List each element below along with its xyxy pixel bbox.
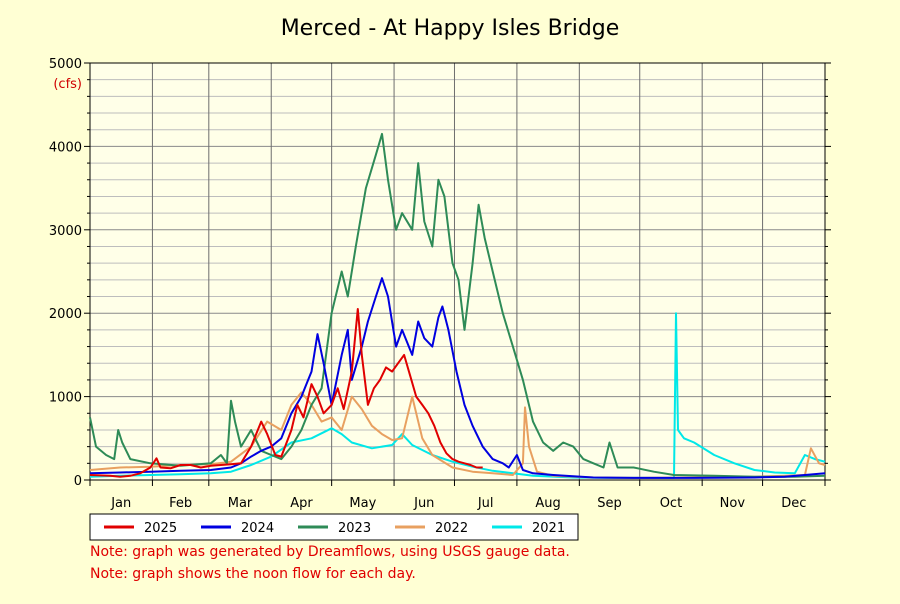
note-2: Note: graph shows the noon flow for each… [90,566,416,582]
axis-layer: 0 1000 2000 3000 4000 5000 Jan Feb Mar Apr May Jun J… [49,57,831,511]
x-tick-label: Jun [413,496,434,511]
y-tick-label: 3000 [49,224,82,239]
legend-label-2021: 2021 [532,521,565,536]
y-tick-label: 0 [74,474,82,489]
series-line-2024 [89,277,826,479]
legend: 2025 2024 2023 2022 2021 [89,513,579,541]
x-tick-label: May [349,496,376,511]
legend-label-2022: 2022 [435,521,468,536]
grid-layer [90,63,825,480]
legend-label-2025: 2025 [144,521,177,536]
series-line-2023 [89,132,826,478]
y-tick-label: 4000 [49,140,82,155]
x-tick-label: Feb [169,496,192,511]
x-tick-label: Jan [110,496,131,511]
chart-title: Merced - At Happy Isles Bridge [281,16,620,41]
x-tick-label: Oct [660,496,682,511]
x-tick-label: Dec [781,496,806,511]
legend-label-2023: 2023 [338,521,371,536]
x-tick-label: Sep [597,496,622,511]
x-tick-label: Mar [228,496,253,511]
series-line-2025 [89,308,483,478]
y-tick-label: 2000 [49,307,82,322]
plot-background [90,63,825,480]
x-tick-label: Aug [535,496,560,511]
x-tick-label: Apr [290,496,313,511]
note-1: Note: graph was generated by Dreamflows,… [90,544,570,560]
y-tick-label: 1000 [49,391,82,406]
legend-label-2024: 2024 [241,521,274,536]
x-tick-label: Jul [477,496,494,511]
unit-label: (cfs) [53,77,82,92]
x-tick-label: Nov [720,496,746,511]
series-layer [89,132,826,479]
y-tick-label: 5000 [49,57,82,72]
